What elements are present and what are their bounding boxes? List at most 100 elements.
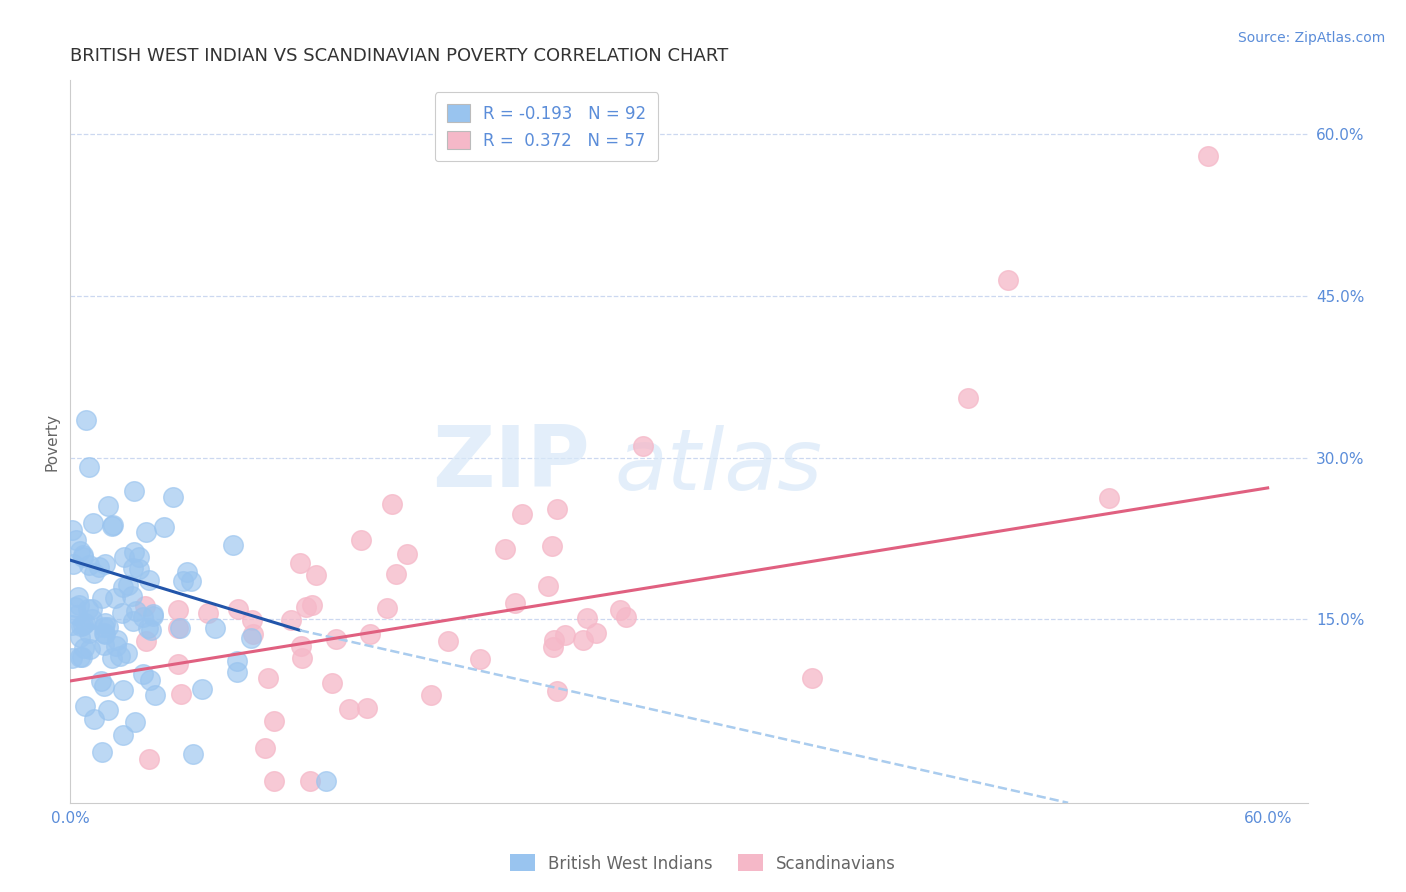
- Point: [221, 538, 243, 552]
- Text: atlas: atlas: [614, 425, 823, 508]
- Point: [124, 604, 146, 618]
- Point: [510, 507, 533, 521]
- Point: [142, 609, 165, 624]
- Y-axis label: Poverty: Poverty: [44, 412, 59, 471]
- Point: [69, 649, 91, 664]
- Point: [93, 679, 115, 693]
- Point: [254, 740, 277, 755]
- Point: [73, 615, 96, 630]
- Point: [90, 674, 112, 689]
- Point: [104, 640, 127, 654]
- Point: [280, 613, 302, 627]
- Point: [315, 774, 337, 789]
- Point: [60, 617, 83, 632]
- Point: [94, 557, 117, 571]
- Point: [77, 626, 100, 640]
- Point: [122, 545, 145, 559]
- Point: [138, 752, 160, 766]
- Point: [135, 634, 157, 648]
- Point: [80, 612, 103, 626]
- Point: [66, 607, 89, 622]
- Point: [1098, 491, 1121, 505]
- Point: [77, 558, 100, 572]
- Point: [257, 671, 280, 685]
- Point: [225, 654, 247, 668]
- Point: [139, 623, 162, 637]
- Text: ZIP: ZIP: [432, 422, 591, 505]
- Point: [93, 638, 115, 652]
- Point: [359, 627, 381, 641]
- Point: [112, 549, 135, 564]
- Point: [90, 591, 112, 606]
- Point: [67, 590, 90, 604]
- Point: [546, 501, 568, 516]
- Point: [288, 557, 311, 571]
- Point: [631, 439, 654, 453]
- Point: [305, 567, 328, 582]
- Point: [104, 591, 127, 605]
- Point: [325, 632, 347, 646]
- Point: [142, 607, 165, 621]
- Point: [93, 616, 115, 631]
- Point: [134, 599, 156, 613]
- Point: [128, 549, 150, 564]
- Point: [419, 688, 441, 702]
- Point: [62, 557, 84, 571]
- Point: [69, 630, 91, 644]
- Point: [290, 639, 312, 653]
- Point: [183, 747, 205, 762]
- Point: [93, 620, 115, 634]
- Point: [226, 601, 249, 615]
- Point: [122, 561, 145, 575]
- Point: [60, 651, 83, 665]
- Point: [97, 500, 120, 514]
- Point: [132, 610, 155, 624]
- Point: [240, 613, 263, 627]
- Point: [139, 673, 162, 688]
- Point: [79, 642, 101, 657]
- Point: [169, 621, 191, 635]
- Point: [124, 715, 146, 730]
- Point: [614, 610, 637, 624]
- Point: [121, 614, 143, 628]
- Legend: R = -0.193   N = 92, R =  0.372   N = 57: R = -0.193 N = 92, R = 0.372 N = 57: [434, 92, 658, 161]
- Point: [543, 633, 565, 648]
- Point: [70, 650, 93, 665]
- Point: [112, 580, 135, 594]
- Point: [204, 621, 226, 635]
- Point: [546, 684, 568, 698]
- Point: [60, 523, 83, 537]
- Point: [83, 566, 105, 581]
- Point: [543, 640, 565, 655]
- Point: [197, 606, 219, 620]
- Point: [337, 702, 360, 716]
- Point: [69, 599, 91, 613]
- Point: [72, 549, 94, 564]
- Point: [301, 598, 323, 612]
- Point: [77, 459, 100, 474]
- Point: [111, 728, 134, 742]
- Point: [72, 618, 94, 632]
- Point: [69, 618, 91, 632]
- Point: [375, 600, 398, 615]
- Point: [381, 497, 404, 511]
- Legend: British West Indians, Scandinavians: British West Indians, Scandinavians: [503, 847, 903, 880]
- Point: [101, 518, 124, 533]
- Point: [138, 621, 160, 635]
- Point: [82, 516, 104, 531]
- Point: [166, 621, 188, 635]
- Point: [242, 626, 264, 640]
- Point: [72, 548, 94, 562]
- Point: [110, 606, 132, 620]
- Point: [585, 626, 607, 640]
- Point: [75, 698, 97, 713]
- Point: [121, 589, 143, 603]
- Point: [166, 603, 188, 617]
- Point: [176, 565, 198, 579]
- Point: [89, 560, 111, 574]
- Point: [395, 547, 418, 561]
- Point: [97, 620, 120, 634]
- Point: [540, 539, 562, 553]
- Point: [75, 413, 97, 427]
- Point: [470, 652, 492, 666]
